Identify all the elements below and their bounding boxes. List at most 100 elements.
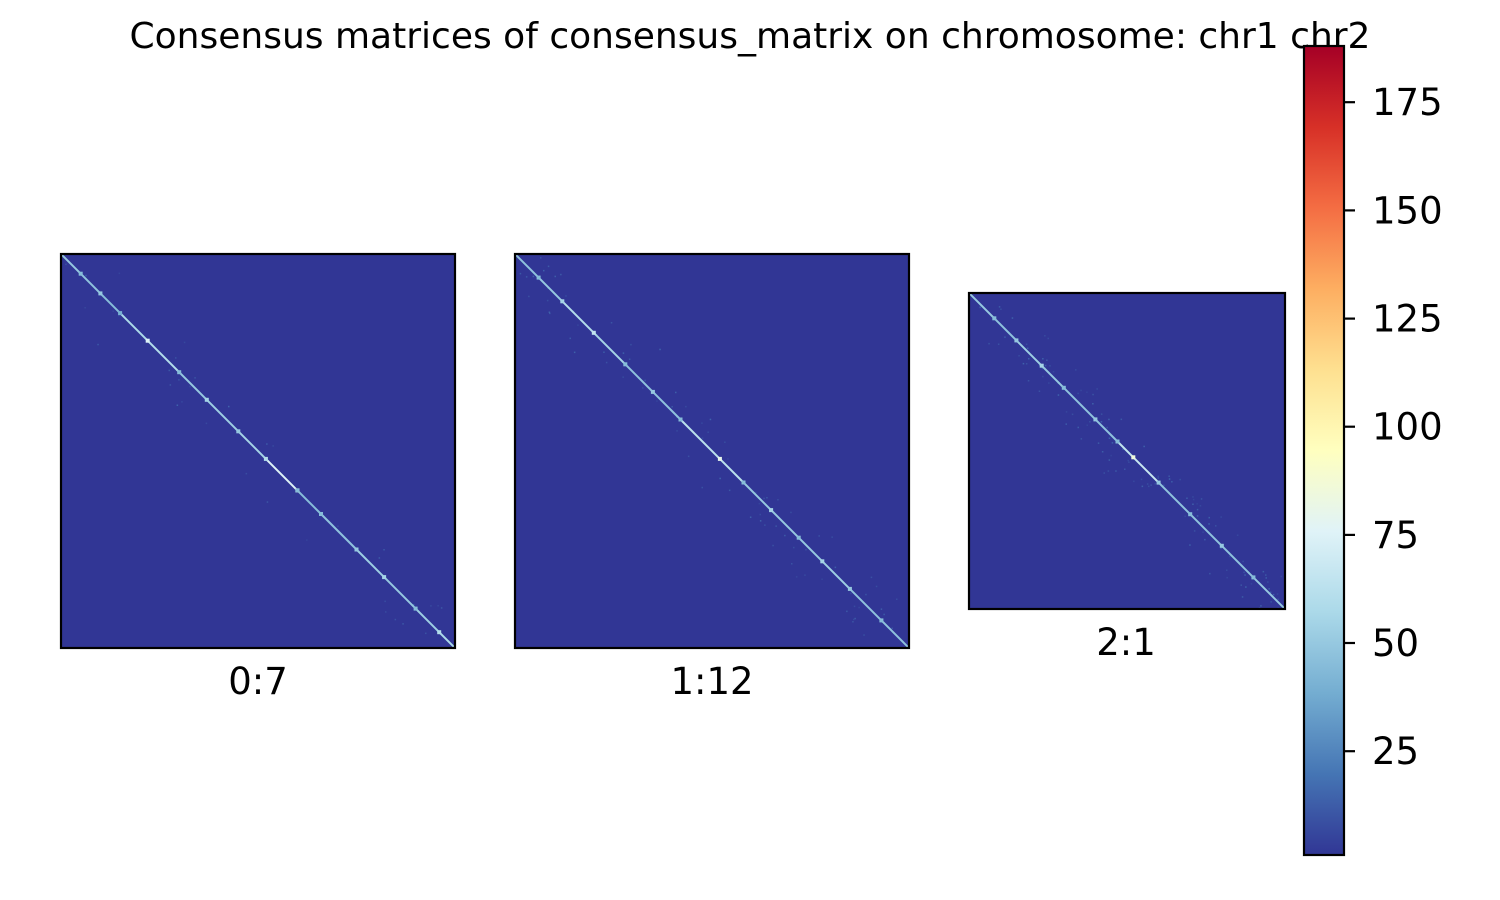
matrix-speckle (685, 405, 687, 408)
matrix-diagonal-segment (119, 312, 149, 342)
matrix-speckle (1052, 371, 1055, 373)
matrix-speckle (1209, 572, 1211, 575)
matrix-diagonal-segment (624, 363, 654, 393)
matrix-diagonal-cell (769, 508, 774, 513)
matrix-diagonal-cell (1115, 439, 1120, 444)
matrix-speckle (790, 511, 792, 514)
matrix-diagonal-cell (1093, 417, 1098, 422)
matrix-diagonal-cell (177, 370, 182, 375)
matrix-speckle (759, 520, 762, 522)
matrix-speckle (1026, 347, 1029, 350)
matrix-speckle (727, 458, 729, 460)
matrix-speckle (659, 348, 661, 351)
matrix-speckle (1120, 418, 1123, 421)
matrix-diagonal-segment (719, 458, 745, 484)
matrix-speckle (194, 377, 196, 379)
matrix-speckle (1108, 437, 1111, 439)
colorbar-tick-label: 125 (1372, 298, 1443, 341)
matrix-speckle (1220, 547, 1222, 549)
matrix-speckle (1092, 403, 1094, 405)
matrix-speckle (1204, 538, 1206, 541)
matrix-speckle (525, 276, 528, 278)
matrix-speckle (728, 489, 731, 492)
matrix-speckle (834, 566, 837, 569)
matrix-diagonal-segment (146, 339, 180, 373)
matrix-diagonal-cell (1131, 455, 1136, 460)
matrix-speckle (1163, 484, 1165, 487)
matrix-speckle (865, 593, 867, 596)
matrix-diagonal-cell (437, 630, 442, 635)
matrix-speckle (1280, 575, 1282, 578)
matrix-speckle (1101, 451, 1104, 453)
matrix-speckle (719, 477, 721, 480)
matrix-speckle (1208, 523, 1210, 525)
matrix-speckle (791, 563, 793, 565)
matrix-speckle (1115, 470, 1117, 472)
matrix-speckle (749, 516, 752, 518)
matrix-speckle (1202, 531, 1204, 533)
matrix-speckle (1186, 497, 1188, 499)
matrix-speckle (998, 306, 1001, 308)
matrix-speckle (1111, 442, 1114, 444)
matrix-diagonal-segment (1015, 339, 1043, 367)
matrix-speckle (852, 621, 854, 623)
matrix-speckle (671, 406, 673, 408)
matrix-diagonal-segment (797, 536, 824, 563)
matrix-speckle (755, 491, 757, 494)
matrix-speckle (1027, 380, 1030, 382)
matrix-diagonal-segment (742, 481, 772, 511)
matrix-speckle (610, 322, 613, 324)
matrix-speckle (912, 626, 914, 628)
matrix-speckle (980, 284, 982, 286)
matrix-speckle (795, 576, 798, 578)
matrix-diagonal-cell (560, 299, 565, 304)
matrix-diagonal-segment (537, 276, 564, 303)
colorbar-ticks: 25 50 75 100 125 150 175 (1344, 81, 1443, 773)
matrix-speckle (546, 299, 549, 302)
matrix-speckle (1038, 390, 1041, 392)
matrix-speckle (701, 437, 704, 439)
matrix-speckle (1236, 534, 1239, 536)
matrix-speckle (549, 312, 551, 315)
matrix-diagonal-cell (78, 271, 83, 276)
matrix-diagonal-cell (796, 535, 801, 540)
matrix-diagonal-segment (515, 254, 540, 279)
matrix-speckle (1226, 569, 1228, 571)
matrix-speckle (560, 273, 562, 276)
matrix-speckle (846, 610, 848, 613)
matrix-diagonal-cell (879, 618, 884, 623)
matrix-speckle (385, 611, 387, 613)
matrix-panel-1: 1:12 (513, 252, 914, 703)
matrix-diagonal-segment (206, 399, 240, 433)
matrix-diagonal-segment (821, 560, 851, 590)
matrix-speckle (1075, 369, 1077, 371)
matrix-speckle (656, 400, 658, 402)
matrix-diagonal-cell (1156, 480, 1161, 485)
matrix-speckle (1262, 570, 1265, 573)
matrix-speckle (1000, 308, 1002, 310)
matrix-speckle (1220, 516, 1222, 518)
matrix-speckle (880, 608, 883, 610)
matrix-speckle (437, 605, 439, 607)
matrix-speckle (1089, 421, 1091, 423)
matrix-speckle (1071, 413, 1074, 416)
matrix-speckle (1243, 571, 1245, 574)
matrix-speckle (997, 343, 1000, 345)
matrix-speckle (1057, 394, 1060, 396)
matrix-diagonal-segment (561, 300, 595, 334)
matrix-speckle (1100, 421, 1103, 423)
matrix-diagonal-segment (414, 607, 440, 633)
matrix-speckle (176, 404, 179, 406)
matrix-speckle (1148, 485, 1150, 488)
matrix-diagonal-segment (296, 489, 322, 515)
colorbar-frame (1302, 44, 1346, 857)
matrix-diagonal-cell (650, 389, 655, 394)
matrix-diagonal-segment (237, 430, 267, 460)
matrix-speckle (676, 430, 678, 432)
matrix-panel-2-frame (967, 291, 1287, 611)
matrix-speckle (1271, 613, 1273, 615)
matrix-diagonal-cell (118, 311, 123, 316)
matrix-speckle (1038, 364, 1041, 366)
matrix-diagonal-segment (652, 391, 682, 421)
matrix-speckle (532, 275, 535, 278)
